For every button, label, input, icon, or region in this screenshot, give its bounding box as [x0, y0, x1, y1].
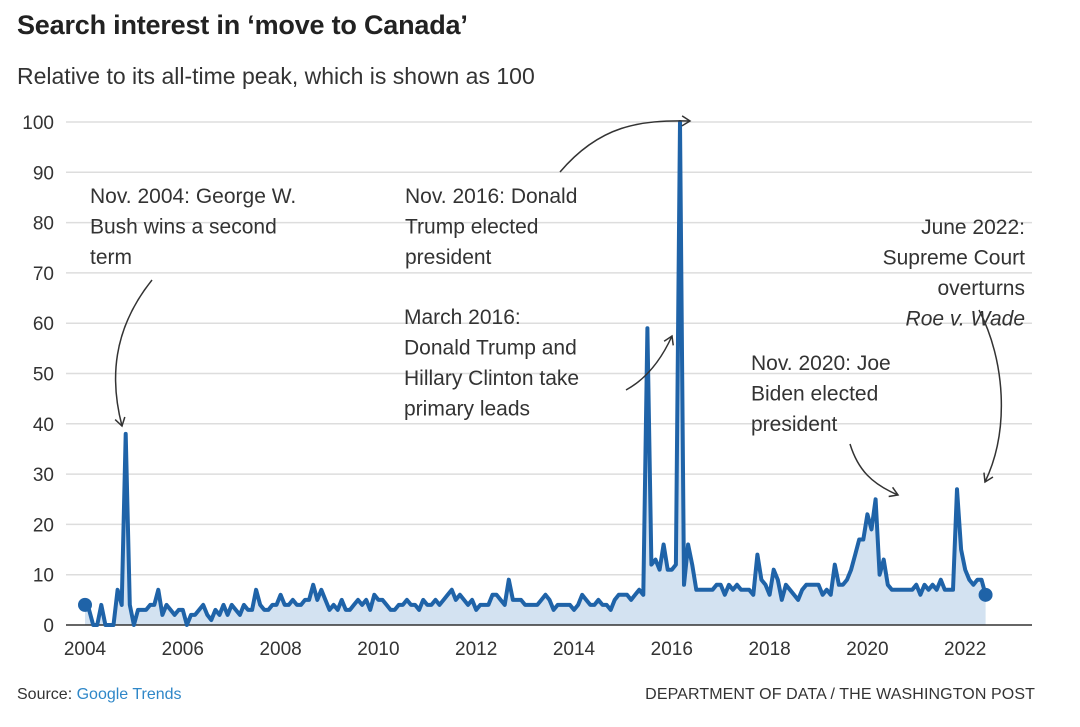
y-tick-label: 20 — [33, 515, 54, 536]
annotation-trump-elected: Nov. 2016: Donald Trump elected president — [405, 115, 692, 269]
annotation-text-line: Supreme Court — [883, 247, 1026, 270]
y-axis: 0 10 20 30 40 50 60 70 80 90 100 — [22, 113, 54, 637]
x-tick-label: 2010 — [357, 639, 399, 660]
annotation-text-line: June 2022: — [921, 216, 1025, 239]
y-tick-label: 0 — [43, 616, 54, 637]
chart-title: Search interest in ‘move to Canada’ — [17, 10, 468, 40]
x-tick-label: 2022 — [944, 639, 986, 660]
annotation-arrow-icon — [978, 309, 1003, 484]
y-tick-label: 70 — [33, 264, 54, 285]
source-prefix: Source: — [17, 686, 77, 703]
source-link[interactable]: Google Trends — [76, 686, 182, 703]
annotation-text-line: Bush wins a second — [90, 216, 277, 239]
x-tick-label: 2012 — [455, 639, 497, 660]
annotation-text-line: overturns — [937, 277, 1025, 300]
x-tick-label: 2006 — [162, 639, 204, 660]
x-tick-label: 2018 — [748, 639, 790, 660]
x-axis: 2004 2006 2008 2010 2012 2014 2016 2018 2020 2022 — [64, 639, 986, 660]
annotation-text-line: Roe v. Wade — [906, 308, 1025, 331]
x-tick-label: 2016 — [651, 639, 693, 660]
annotation-text-line: Hillary Clinton take — [404, 367, 579, 390]
annotation-text-line: primary leads — [404, 398, 530, 421]
annotation-text-line: president — [405, 246, 492, 269]
series-line — [83, 120, 988, 627]
annotation-roe: June 2022: Supreme Court overturns Roe v. W… — [883, 216, 1026, 484]
series — [66, 120, 1032, 627]
annotation-text-line: president — [751, 413, 838, 436]
annotation-arrow-icon — [849, 443, 900, 498]
annotation-primaries: March 2016: Donald Trump and Hillary Clint… — [404, 306, 674, 421]
annotations: Nov. 2004: George W. Bush wins a second te… — [90, 115, 1026, 498]
annotation-arrow-icon — [559, 115, 692, 173]
y-tick-label: 40 — [33, 415, 54, 436]
chart-subtitle: Relative to its all-time peak, which is … — [17, 63, 535, 89]
annotation-text-line: term — [90, 246, 132, 269]
annotation-text-line: Donald Trump and — [404, 337, 577, 360]
x-tick-label: 2014 — [553, 639, 596, 660]
x-tick-label: 2004 — [64, 639, 107, 660]
annotation-text-line: Nov. 2016: Donald — [405, 185, 577, 208]
y-tick-label: 10 — [33, 566, 54, 587]
annotation-text-line: Nov. 2004: George W. — [90, 185, 296, 208]
x-tick-label: 2008 — [259, 639, 301, 660]
annotation-text-line: Trump elected — [405, 216, 538, 239]
end-point-marker — [978, 587, 993, 602]
y-tick-label: 90 — [33, 163, 54, 184]
annotation-text-line: Nov. 2020: Joe — [751, 352, 891, 375]
annotation-arrow-icon — [114, 279, 153, 428]
y-tick-label: 80 — [33, 214, 54, 235]
annotation-bush: Nov. 2004: George W. Bush wins a second te… — [90, 185, 296, 428]
y-tick-label: 30 — [33, 465, 54, 486]
annotation-biden: Nov. 2020: Joe Biden elected president — [751, 352, 900, 498]
annotation-text-line: Biden elected — [751, 383, 878, 406]
y-tick-label: 50 — [33, 365, 54, 386]
gridlines — [66, 121, 1032, 576]
start-point-marker — [78, 597, 92, 612]
y-tick-label: 100 — [22, 113, 54, 134]
source-note: Source: Google Trends — [17, 686, 182, 704]
credit-line: DEPARTMENT OF DATA / THE WASHINGTON POST — [645, 686, 1035, 703]
annotation-text-line: March 2016: — [404, 306, 521, 329]
x-tick-label: 2020 — [846, 639, 888, 660]
y-tick-label: 60 — [33, 314, 54, 335]
annotation-arrow-icon — [625, 334, 674, 391]
